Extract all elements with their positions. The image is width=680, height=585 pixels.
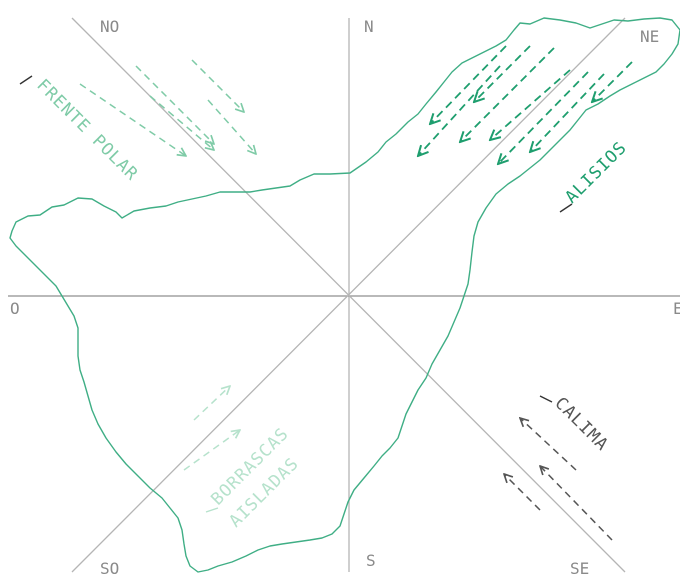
alisios-text: ALISIOS xyxy=(561,138,631,208)
label-west: O xyxy=(10,299,20,318)
label-southwest: SO xyxy=(100,559,119,578)
calima-label: CALIMA xyxy=(539,393,612,455)
island-outline xyxy=(9,17,680,573)
wind-arrow xyxy=(504,474,541,511)
alisios-arrows xyxy=(418,45,633,164)
wind-arrow xyxy=(460,47,555,142)
label-southeast: SE xyxy=(570,559,589,578)
wind-arrow xyxy=(149,95,214,150)
wind-arrow xyxy=(191,59,244,112)
wind-arrow xyxy=(79,83,186,156)
wind-arrow xyxy=(530,73,605,152)
wind-arrow xyxy=(490,69,571,140)
borrascas-arrows xyxy=(183,386,240,471)
label-tick xyxy=(205,507,219,513)
wind-arrow xyxy=(520,418,577,471)
alisios-label: ALISIOS xyxy=(559,138,631,213)
label-northeast: NE xyxy=(640,27,659,46)
cardinal-labels: N NE E SE S SO O NO xyxy=(10,17,680,578)
frente-polar-label: FRENTE POLAR xyxy=(19,75,142,185)
wind-arrow xyxy=(498,71,589,164)
wind-arrow xyxy=(592,61,633,102)
compass-axes xyxy=(8,17,680,573)
label-south: S xyxy=(366,551,376,570)
frente-polar-text: FRENTE POLAR xyxy=(32,75,141,184)
axis-ne-sw xyxy=(71,17,626,573)
calima-arrows xyxy=(504,418,613,541)
calima-text: CALIMA xyxy=(550,393,612,455)
label-northwest: NO xyxy=(100,17,119,36)
label-east: E xyxy=(673,299,680,318)
wind-arrow xyxy=(183,430,240,471)
label-north: N xyxy=(364,17,374,36)
label-tick xyxy=(539,395,553,403)
wind-arrow xyxy=(540,466,613,541)
wind-arrow xyxy=(418,65,501,156)
wind-arrow xyxy=(135,65,214,144)
label-tick xyxy=(19,75,33,85)
wind-arrow xyxy=(207,99,256,154)
wind-arrow xyxy=(193,386,230,421)
frente-polar-arrows xyxy=(79,59,256,156)
borrascas-label: BORRASCAS AISLADAS xyxy=(205,424,303,532)
wind-arrow xyxy=(474,45,531,102)
label-tick xyxy=(559,203,573,213)
wind-arrow xyxy=(430,45,507,124)
